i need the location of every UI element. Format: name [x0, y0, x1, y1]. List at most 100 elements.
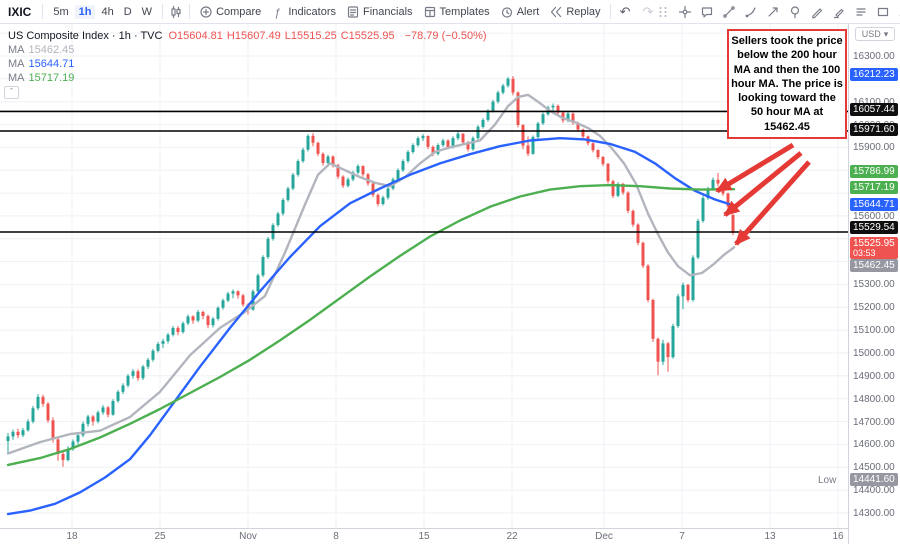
toolbar-button-indicators[interactable]: ƒ Indicators	[268, 4, 339, 20]
toolbar-button-label: Alert	[516, 5, 540, 18]
annotation-box: Sellers took the price below the 200 hou…	[727, 29, 847, 140]
toolbar-button-replay[interactable]: Replay	[546, 4, 603, 20]
toolbar-divider	[162, 4, 164, 19]
dots-grid-icon[interactable]	[656, 5, 670, 19]
trend-line-icon[interactable]	[722, 5, 736, 19]
time-tick-label: 8	[333, 531, 339, 542]
ohlc-values: O15604.81 H15607.49 L15515.25 C15525.95	[168, 29, 398, 43]
toolbar-button-label: Replay	[566, 5, 601, 18]
candle-style-icon[interactable]	[169, 5, 183, 19]
price-badge: 16057.44	[850, 103, 898, 116]
ohlc-c: C15525.95	[340, 30, 395, 42]
price-badge: 15529.54	[850, 221, 898, 234]
price-tick-label: 15900.00	[853, 142, 895, 153]
time-tick-label: 16	[832, 531, 844, 542]
toolbar-divider	[42, 4, 44, 19]
interval-1h[interactable]: 1h	[74, 4, 96, 19]
toolbar-button-financials[interactable]: Financials	[343, 4, 416, 20]
time-tick-label: 15	[418, 531, 430, 542]
brush-icon[interactable]	[744, 5, 758, 19]
change-value: −78.79 (−0.50%)	[404, 30, 487, 42]
interval-4h[interactable]: 4h	[101, 5, 114, 18]
ma-legend-row-3: MA 15717.19	[8, 72, 75, 84]
time-tick-label: 13	[764, 531, 776, 542]
low-marker-label: Low	[818, 475, 837, 486]
time-axis[interactable]: 18 25 Nov 8 15 22 Dec 7 13 16	[0, 528, 848, 544]
list-icon[interactable]	[854, 5, 868, 19]
currency-selector[interactable]: USD ▾	[855, 27, 895, 41]
toolbar-buttons: Compare ƒ Indicators Financials Templates Ale…	[196, 4, 604, 20]
chevron-down-icon: ▾	[883, 28, 889, 39]
compare-icon	[199, 5, 213, 19]
price-tick-label: 14800.00	[853, 394, 895, 405]
bar-countdown: 03:53	[853, 248, 876, 258]
toolbar-button-label: Indicators	[288, 5, 337, 18]
time-tick-label: 22	[506, 531, 518, 542]
toolbar-button-compare[interactable]: Compare	[196, 4, 264, 20]
toolbar-button-label: Templates	[439, 5, 490, 18]
ohlc-o: O15604.81	[168, 30, 223, 42]
current-price-badge: 15525.95 03:53	[850, 237, 898, 259]
price-badge: 15971.60	[850, 123, 898, 136]
price-tick-label: 14500.00	[853, 462, 895, 473]
top-toolbar: IXIC 5m 1h 4h D W Compare ƒ Indicators Financia…	[0, 0, 900, 24]
undo-icon[interactable]: ↶	[619, 3, 631, 19]
ma-legend-row-1: MA 15462.45	[8, 44, 75, 56]
interval-w[interactable]: W	[141, 5, 153, 18]
legend-collapse-button[interactable]: ˆ	[4, 86, 19, 99]
price-badge: 15462.45	[850, 259, 898, 272]
symbol-label[interactable]: IXIC	[8, 4, 32, 19]
price-tick-label: 15300.00	[853, 279, 895, 290]
crosshair-icon[interactable]	[678, 5, 692, 19]
indicators-icon: ƒ	[271, 5, 285, 19]
interval-d[interactable]: D	[123, 5, 132, 18]
price-badge: 14441.60	[850, 473, 898, 486]
chart-title[interactable]: US Composite Index · 1h · TVC	[8, 30, 163, 42]
price-tick-label: 15100.00	[853, 325, 895, 336]
pin-icon[interactable]	[788, 5, 802, 19]
drawing-tools-group	[656, 5, 900, 19]
price-tick-label: 14900.00	[853, 371, 895, 382]
redo-icon[interactable]: ↷	[642, 3, 654, 19]
highlighter-icon[interactable]	[832, 5, 846, 19]
ma-legend-row-2: MA 15644.71	[8, 58, 75, 70]
ma-legend-rows: MA 15462.45 MA 15644.71 MA 15717.19	[8, 43, 487, 85]
alert-icon	[500, 5, 514, 19]
ohlc-l: L15515.25	[284, 30, 337, 42]
price-badge: 15644.71	[850, 198, 898, 211]
price-tick-label: 14300.00	[853, 508, 895, 519]
price-tick-label: 15000.00	[853, 348, 895, 359]
price-tick-label: 16300.00	[853, 51, 895, 62]
financials-icon	[346, 5, 360, 19]
pencil-icon[interactable]	[810, 5, 824, 19]
toolbar-button-label: Financials	[363, 5, 413, 18]
toolbar-button-templates[interactable]: Templates	[420, 4, 493, 20]
rectangle-icon[interactable]	[876, 5, 890, 19]
toolbar-button-alert[interactable]: Alert	[497, 4, 543, 20]
candlestick-chart[interactable]	[0, 24, 848, 528]
chart-area[interactable]: US Composite Index · 1h · TVC O15604.81 H…	[0, 24, 848, 528]
svg-text:ƒ: ƒ	[275, 7, 281, 19]
price-tick-label: 15200.00	[853, 302, 895, 313]
price-tick-label: 14600.00	[853, 439, 895, 450]
price-tick-label: 16100.00	[853, 97, 895, 108]
time-tick-label: Dec	[595, 531, 613, 542]
arrow-icon[interactable]	[766, 5, 780, 19]
price-tick-label: 14700.00	[853, 417, 895, 428]
toolbar-divider	[609, 4, 611, 19]
ohlc-h: H15607.49	[226, 30, 281, 42]
comment-icon[interactable]	[700, 5, 714, 19]
price-badge: 16212.23	[850, 68, 898, 81]
toolbar-divider	[189, 4, 191, 19]
replay-icon	[549, 5, 563, 19]
toolbar-button-label: Compare	[216, 5, 262, 18]
time-tick-label: 7	[679, 531, 685, 542]
chart-legend: US Composite Index · 1h · TVC O15604.81 H…	[8, 29, 487, 85]
time-tick-label: 25	[154, 531, 166, 542]
time-tick-label: 18	[66, 531, 78, 542]
price-badge: 15717.19	[850, 181, 898, 194]
interval-5m[interactable]: 5m	[53, 5, 69, 18]
currency-label: USD	[861, 29, 881, 39]
price-axis[interactable]: USD ▾ 16300.0016100.0016000.0015900.0015…	[848, 24, 900, 544]
